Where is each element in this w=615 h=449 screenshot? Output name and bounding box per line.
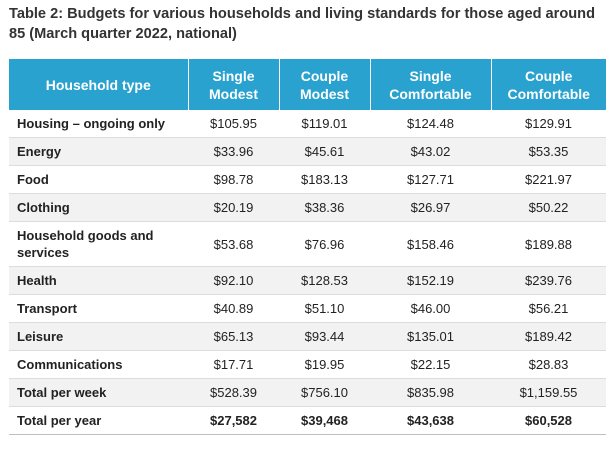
table-cell: $105.95 [188,110,279,138]
row-label: Energy [9,137,188,166]
table-cell: $124.48 [370,110,491,138]
row-label: Household goods and services [9,221,188,267]
table-cell: $93.44 [279,322,370,351]
table-row: Health $92.10 $128.53 $152.19 $239.76 [9,266,606,295]
table-cell: $27,582 [188,406,279,435]
table-cell: $26.97 [370,193,491,222]
table-cell: $46.00 [370,294,491,323]
table-cell: $60,528 [491,406,606,435]
table-cell: $129.91 [491,110,606,138]
table-cell: $221.97 [491,165,606,194]
table-row: Communications $17.71 $19.95 $22.15 $28.… [9,350,606,379]
column-header-couple-comfortable: Couple Comfortable [490,59,606,110]
table-cell: $19.95 [279,350,370,379]
table-cell: $22.15 [370,350,491,379]
row-label: Clothing [9,193,188,222]
table-row: Food $98.78 $183.13 $127.71 $221.97 [9,165,606,194]
table-cell: $189.88 [491,221,606,267]
table-row: Housing – ongoing only $105.95 $119.01 $… [9,110,606,138]
table-cell: $756.10 [279,378,370,407]
header-row: Household type Single Modest Couple Mode… [9,59,606,110]
table-cell: $39,468 [279,406,370,435]
table-cell: $119.01 [279,110,370,138]
row-label: Food [9,165,188,194]
row-label: Health [9,266,188,295]
table-row: Household goods and services $53.68 $76.… [9,221,606,267]
column-header-couple-modest: Couple Modest [278,59,370,110]
table-cell: $127.71 [370,165,491,194]
table-cell: $43,638 [370,406,491,435]
table-cell: $65.13 [188,322,279,351]
table-cell: $528.39 [188,378,279,407]
budget-table: Household type Single Modest Couple Mode… [9,59,606,435]
table-cell: $20.19 [188,193,279,222]
column-header-single-comfortable: Single Comfortable [369,59,491,110]
table-cell: $40.89 [188,294,279,323]
table-cell: $98.78 [188,165,279,194]
table-title: Table 2: Budgets for various households … [9,6,595,42]
table-cell: $50.22 [491,193,606,222]
table-cell: $56.21 [491,294,606,323]
table-cell: $53.35 [491,137,606,166]
table-row: Energy $33.96 $45.61 $43.02 $53.35 [9,137,606,166]
table-cell: $158.46 [370,221,491,267]
table-cell: $239.76 [491,266,606,295]
table-cell: $183.13 [279,165,370,194]
column-header-household-type: Household type [9,59,188,110]
table-cell: $38.36 [279,193,370,222]
table-cell: $43.02 [370,137,491,166]
table-cell: $135.01 [370,322,491,351]
table-cell: $28.83 [491,350,606,379]
table-cell: $92.10 [188,266,279,295]
table-cell: $835.98 [370,378,491,407]
table-cell: $53.68 [188,221,279,267]
table-row-total-week: Total per week $528.39 $756.10 $835.98 $… [9,378,606,407]
table-row: Transport $40.89 $51.10 $46.00 $56.21 [9,294,606,323]
table-cell: $1,159.55 [491,378,606,407]
table-row-total-year: Total per year $27,582 $39,468 $43,638 $… [9,406,606,435]
row-label: Total per year [9,406,188,435]
row-label: Leisure [9,322,188,351]
table-cell: $189.42 [491,322,606,351]
table-cell: $45.61 [279,137,370,166]
table-cell: $17.71 [188,350,279,379]
column-header-single-modest: Single Modest [187,59,279,110]
table-cell: $33.96 [188,137,279,166]
row-label: Housing – ongoing only [9,110,188,138]
row-label: Transport [9,294,188,323]
row-label: Communications [9,350,188,379]
table-cell: $76.96 [279,221,370,267]
table-row: Leisure $65.13 $93.44 $135.01 $189.42 [9,322,606,351]
row-label: Total per week [9,378,188,407]
table-cell: $152.19 [370,266,491,295]
table-cell: $128.53 [279,266,370,295]
table-cell: $51.10 [279,294,370,323]
table-row: Clothing $20.19 $38.36 $26.97 $50.22 [9,193,606,222]
